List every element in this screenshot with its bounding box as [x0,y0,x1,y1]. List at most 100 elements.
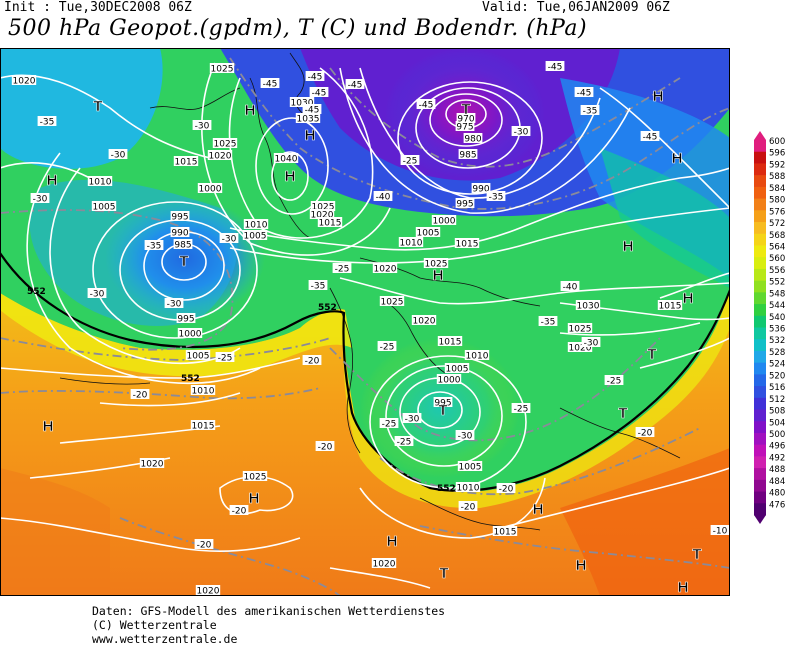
legend-label: 568 [769,231,785,241]
isobar-label: 1010 [245,221,268,231]
isotherm-label: -35 [311,282,326,292]
credits-url: www.wetterzentrale.de [92,632,238,646]
isotherm-label: -45 [305,106,320,116]
isobar-label: 1000 [199,185,222,195]
isobar-label-bg [455,198,475,208]
isotherm-label-bg [144,240,164,250]
isobar-label: 1020 [13,77,36,87]
legend-label: 556 [769,266,785,276]
isotherm-label-bg [560,281,580,291]
high-pressure-marker: H [533,501,544,518]
credits: Daten: GFS-Modell des amerikanischen Wet… [92,604,445,646]
isotherm-label-bg [511,403,531,413]
isotherm-label-bg [604,375,624,385]
isotherm-label-bg [215,352,235,362]
isobar-label: 990 [472,185,489,195]
isobar-label: 985 [174,241,191,251]
high-pressure-marker: H [249,490,260,507]
legend-swatch [754,163,766,176]
isotherm-label: -25 [218,354,233,364]
isotherm-label-bg [130,389,150,399]
legend-arrow-bottom [754,515,766,524]
isobar-label-bg [309,209,335,219]
isotherm-label-bg [345,79,365,89]
isotherm-label: -25 [380,343,395,353]
isobar-label: 995 [456,200,473,210]
isotherm-label-bg [192,120,212,130]
isotherm-label: -20 [197,541,212,551]
isotherm-label: -30 [167,300,182,310]
isobar-label-bg [170,227,190,237]
high-pressure-marker: H [285,168,296,185]
legend-swatch [754,409,766,422]
legend-swatch [754,315,766,328]
isotherm-label: -20 [499,485,514,495]
isotherm-label-bg [309,87,329,97]
isobar-label: 990 [171,229,188,239]
legend-label: 596 [769,149,785,159]
isotherm-label-bg [496,483,516,493]
isotherm-label-bg [229,505,249,515]
contour-552 [0,252,730,492]
isobar-label-bg [379,296,405,306]
isotherm-label-bg [305,71,325,81]
isotherm-label: -25 [382,420,397,430]
low-pressure-marker: T [179,253,188,270]
isobar-label: 1005 [187,352,210,362]
contour-552-labels: 552 552 552 552 [27,287,456,494]
isotherm-label-bg [455,430,475,440]
isotherm-label: -20 [638,429,653,439]
legend-swatch [754,210,766,223]
isobar-label: 995 [171,213,188,223]
legend-swatch [754,397,766,411]
legend-label: 548 [769,289,785,299]
isobar-label: 1025 [381,298,404,308]
legend-swatch [754,386,766,399]
legend-label: 504 [769,418,785,428]
isotherm-label: -25 [397,438,412,448]
isobar-label: 1025 [569,325,592,335]
isobar-label: 1020 [413,317,436,327]
temperature-labels: -35 -30 -30 -30 -35 -30 -30 -30 -25 -20 -20 -20 -20 -… [30,61,730,551]
isotherm-label: -45 [419,101,434,111]
isobar-label-bg [310,201,336,211]
isotherm-label-bg [511,126,531,136]
isobar-label-bg [195,585,221,595]
isotherm-label-bg [580,105,600,115]
isotherm-label: -45 [308,73,323,83]
isotherm-label-bg [377,341,397,351]
isobar-label-bg [464,350,490,360]
isobar-label: 995 [434,399,451,409]
isobar-label-bg [575,300,601,310]
legend-label: 564 [769,242,785,252]
isobar-label: 985 [459,151,476,161]
isotherm-label-bg [574,87,594,97]
high-pressure-marker: H [245,102,256,119]
isotherm-label: -25 [607,377,622,387]
valid-time: Valid: Tue,06JAN2009 06Z [482,0,670,15]
high-pressure-marker: H [683,290,694,307]
legend-label: 528 [769,348,785,358]
isotherm-label-bg [416,99,436,109]
isotherm-label-bg [219,233,239,243]
chart-title: 500 hPa Geopot.(gpdm), T (C) und Bodendr… [8,16,588,41]
isotherm-label: -20 [133,391,148,401]
isotherm-label: -30 [33,195,48,205]
isobar-label-bg [87,176,113,186]
isobar-label-bg [176,313,196,323]
legend-label: 592 [769,160,785,170]
isotherm-label: -45 [577,89,592,99]
isobar-label: 1030 [577,302,600,312]
isobar-label-bg [436,374,462,384]
isobar-label: 1010 [192,387,215,397]
legend-swatch [754,186,766,200]
legend-swatch [754,350,766,364]
low-pressure-marker: T [461,101,470,118]
legend-swatch [754,292,766,305]
isobar-label: 1015 [659,302,682,312]
legend-swatch [754,268,766,282]
isobar-label: 1010 [89,178,112,188]
isotherm-label: -35 [147,242,162,252]
isotherm-label-bg [379,418,399,428]
isobar-label: 1025 [244,473,267,483]
